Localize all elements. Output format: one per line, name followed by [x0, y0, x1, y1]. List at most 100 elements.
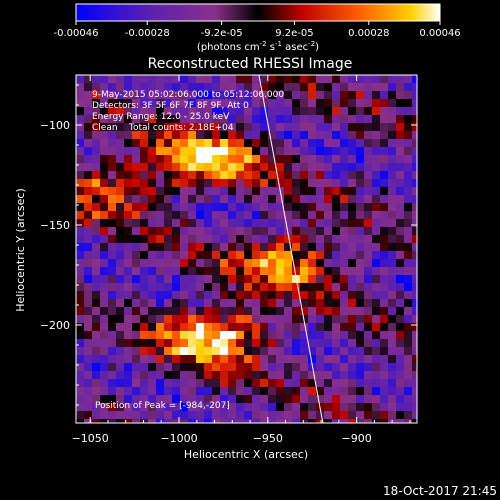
- heatmap-cell: [124, 187, 132, 195]
- heatmap-cell: [316, 155, 324, 163]
- heatmap-cell: [268, 131, 276, 139]
- heatmap-cell: [276, 171, 284, 179]
- heatmap-cell: [148, 275, 156, 283]
- heatmap-cell: [156, 387, 164, 395]
- heatmap-cell: [292, 131, 300, 139]
- heatmap-cell: [100, 163, 108, 171]
- heatmap-cell: [140, 91, 148, 99]
- heatmap-cell: [380, 131, 388, 139]
- heatmap-cell: [404, 331, 412, 339]
- heatmap-cell: [212, 203, 220, 211]
- heatmap-cell: [260, 83, 268, 91]
- heatmap-cell: [220, 139, 228, 147]
- heatmap-cell: [100, 395, 108, 403]
- heatmap-cell: [404, 203, 412, 211]
- heatmap-cell: [300, 195, 308, 203]
- heatmap-cell: [388, 243, 396, 251]
- heatmap-cell: [148, 75, 156, 83]
- heatmap-cell: [76, 283, 84, 291]
- heatmap-cell: [76, 235, 84, 243]
- heatmap-cell: [108, 355, 116, 363]
- heatmap-cell: [132, 195, 140, 203]
- heatmap-cell: [244, 115, 252, 123]
- heatmap-cell: [228, 299, 236, 307]
- heatmap-cell: [244, 187, 252, 195]
- heatmap-cell: [100, 195, 108, 203]
- heatmap-cell: [260, 387, 268, 395]
- heatmap-cell: [148, 171, 156, 179]
- heatmap-cell: [180, 395, 188, 403]
- heatmap-cell: [92, 187, 100, 195]
- heatmap-cell: [260, 75, 268, 83]
- heatmap-cell: [84, 363, 92, 371]
- heatmap-cell: [324, 379, 332, 387]
- heatmap-cell: [132, 379, 140, 387]
- heatmap-cell: [172, 195, 180, 203]
- heatmap-cell: [404, 387, 412, 395]
- heatmap-cell: [372, 259, 380, 267]
- heatmap-cell: [252, 395, 260, 403]
- heatmap-cell: [132, 91, 140, 99]
- heatmap-cell: [300, 291, 308, 299]
- heatmap-cell: [212, 411, 220, 419]
- heatmap-cell: [252, 227, 260, 235]
- heatmap-cell: [252, 379, 260, 387]
- heatmap-cell: [236, 355, 244, 363]
- heatmap-cell: [100, 259, 108, 267]
- heatmap-cell: [348, 131, 356, 139]
- heatmap-cell: [276, 283, 284, 291]
- heatmap-cell: [396, 347, 404, 355]
- heatmap-cell: [164, 115, 172, 123]
- heatmap-cell: [140, 259, 148, 267]
- heatmap-cell: [260, 211, 268, 219]
- heatmap-cell: [372, 195, 380, 203]
- heatmap-cell: [204, 107, 212, 115]
- heatmap-cell: [284, 171, 292, 179]
- heatmap-cell: [196, 411, 204, 419]
- heatmap-cell: [220, 363, 228, 371]
- heatmap-cell: [340, 331, 348, 339]
- heatmap-cell: [132, 203, 140, 211]
- heatmap-cell: [292, 171, 300, 179]
- heatmap-cell: [100, 131, 108, 139]
- heatmap-cell: [212, 267, 220, 275]
- heatmap-cell: [284, 259, 292, 267]
- heatmap-cell: [196, 403, 204, 411]
- heatmap-cell: [356, 203, 364, 211]
- heatmap-cell: [148, 363, 156, 371]
- heatmap-cell: [292, 379, 300, 387]
- heatmap-cell: [188, 403, 196, 411]
- heatmap-cell: [108, 211, 116, 219]
- heatmap-cell: [212, 387, 220, 395]
- heatmap-cell: [292, 371, 300, 379]
- heatmap-cell: [276, 419, 284, 423]
- heatmap-cell: [380, 235, 388, 243]
- heatmap-cell: [380, 115, 388, 123]
- heatmap-cell: [148, 323, 156, 331]
- heatmap-cell: [268, 411, 276, 419]
- heatmap-cell: [244, 363, 252, 371]
- heatmap-cell: [380, 371, 388, 379]
- heatmap-cell: [76, 83, 84, 91]
- heatmap-cell: [220, 331, 228, 339]
- heatmap-cell: [332, 227, 340, 235]
- heatmap-cell: [124, 275, 132, 283]
- heatmap-cell: [124, 323, 132, 331]
- heatmap-cell: [244, 355, 252, 363]
- heatmap-cell: [236, 339, 244, 347]
- heatmap-cell: [164, 187, 172, 195]
- heatmap-cell: [300, 107, 308, 115]
- heatmap-cell: [340, 251, 348, 259]
- heatmap-cell: [212, 115, 220, 123]
- heatmap-cell: [164, 419, 172, 423]
- heatmap-cell: [412, 235, 417, 243]
- heatmap-cell: [252, 323, 260, 331]
- heatmap-cell: [372, 395, 380, 403]
- heatmap-cell: [204, 211, 212, 219]
- heatmap-cell: [132, 339, 140, 347]
- heatmap-cell: [108, 299, 116, 307]
- x-tick-label: −1050: [72, 432, 109, 445]
- heatmap-cell: [284, 155, 292, 163]
- heatmap-cell: [108, 163, 116, 171]
- heatmap-cell: [380, 339, 388, 347]
